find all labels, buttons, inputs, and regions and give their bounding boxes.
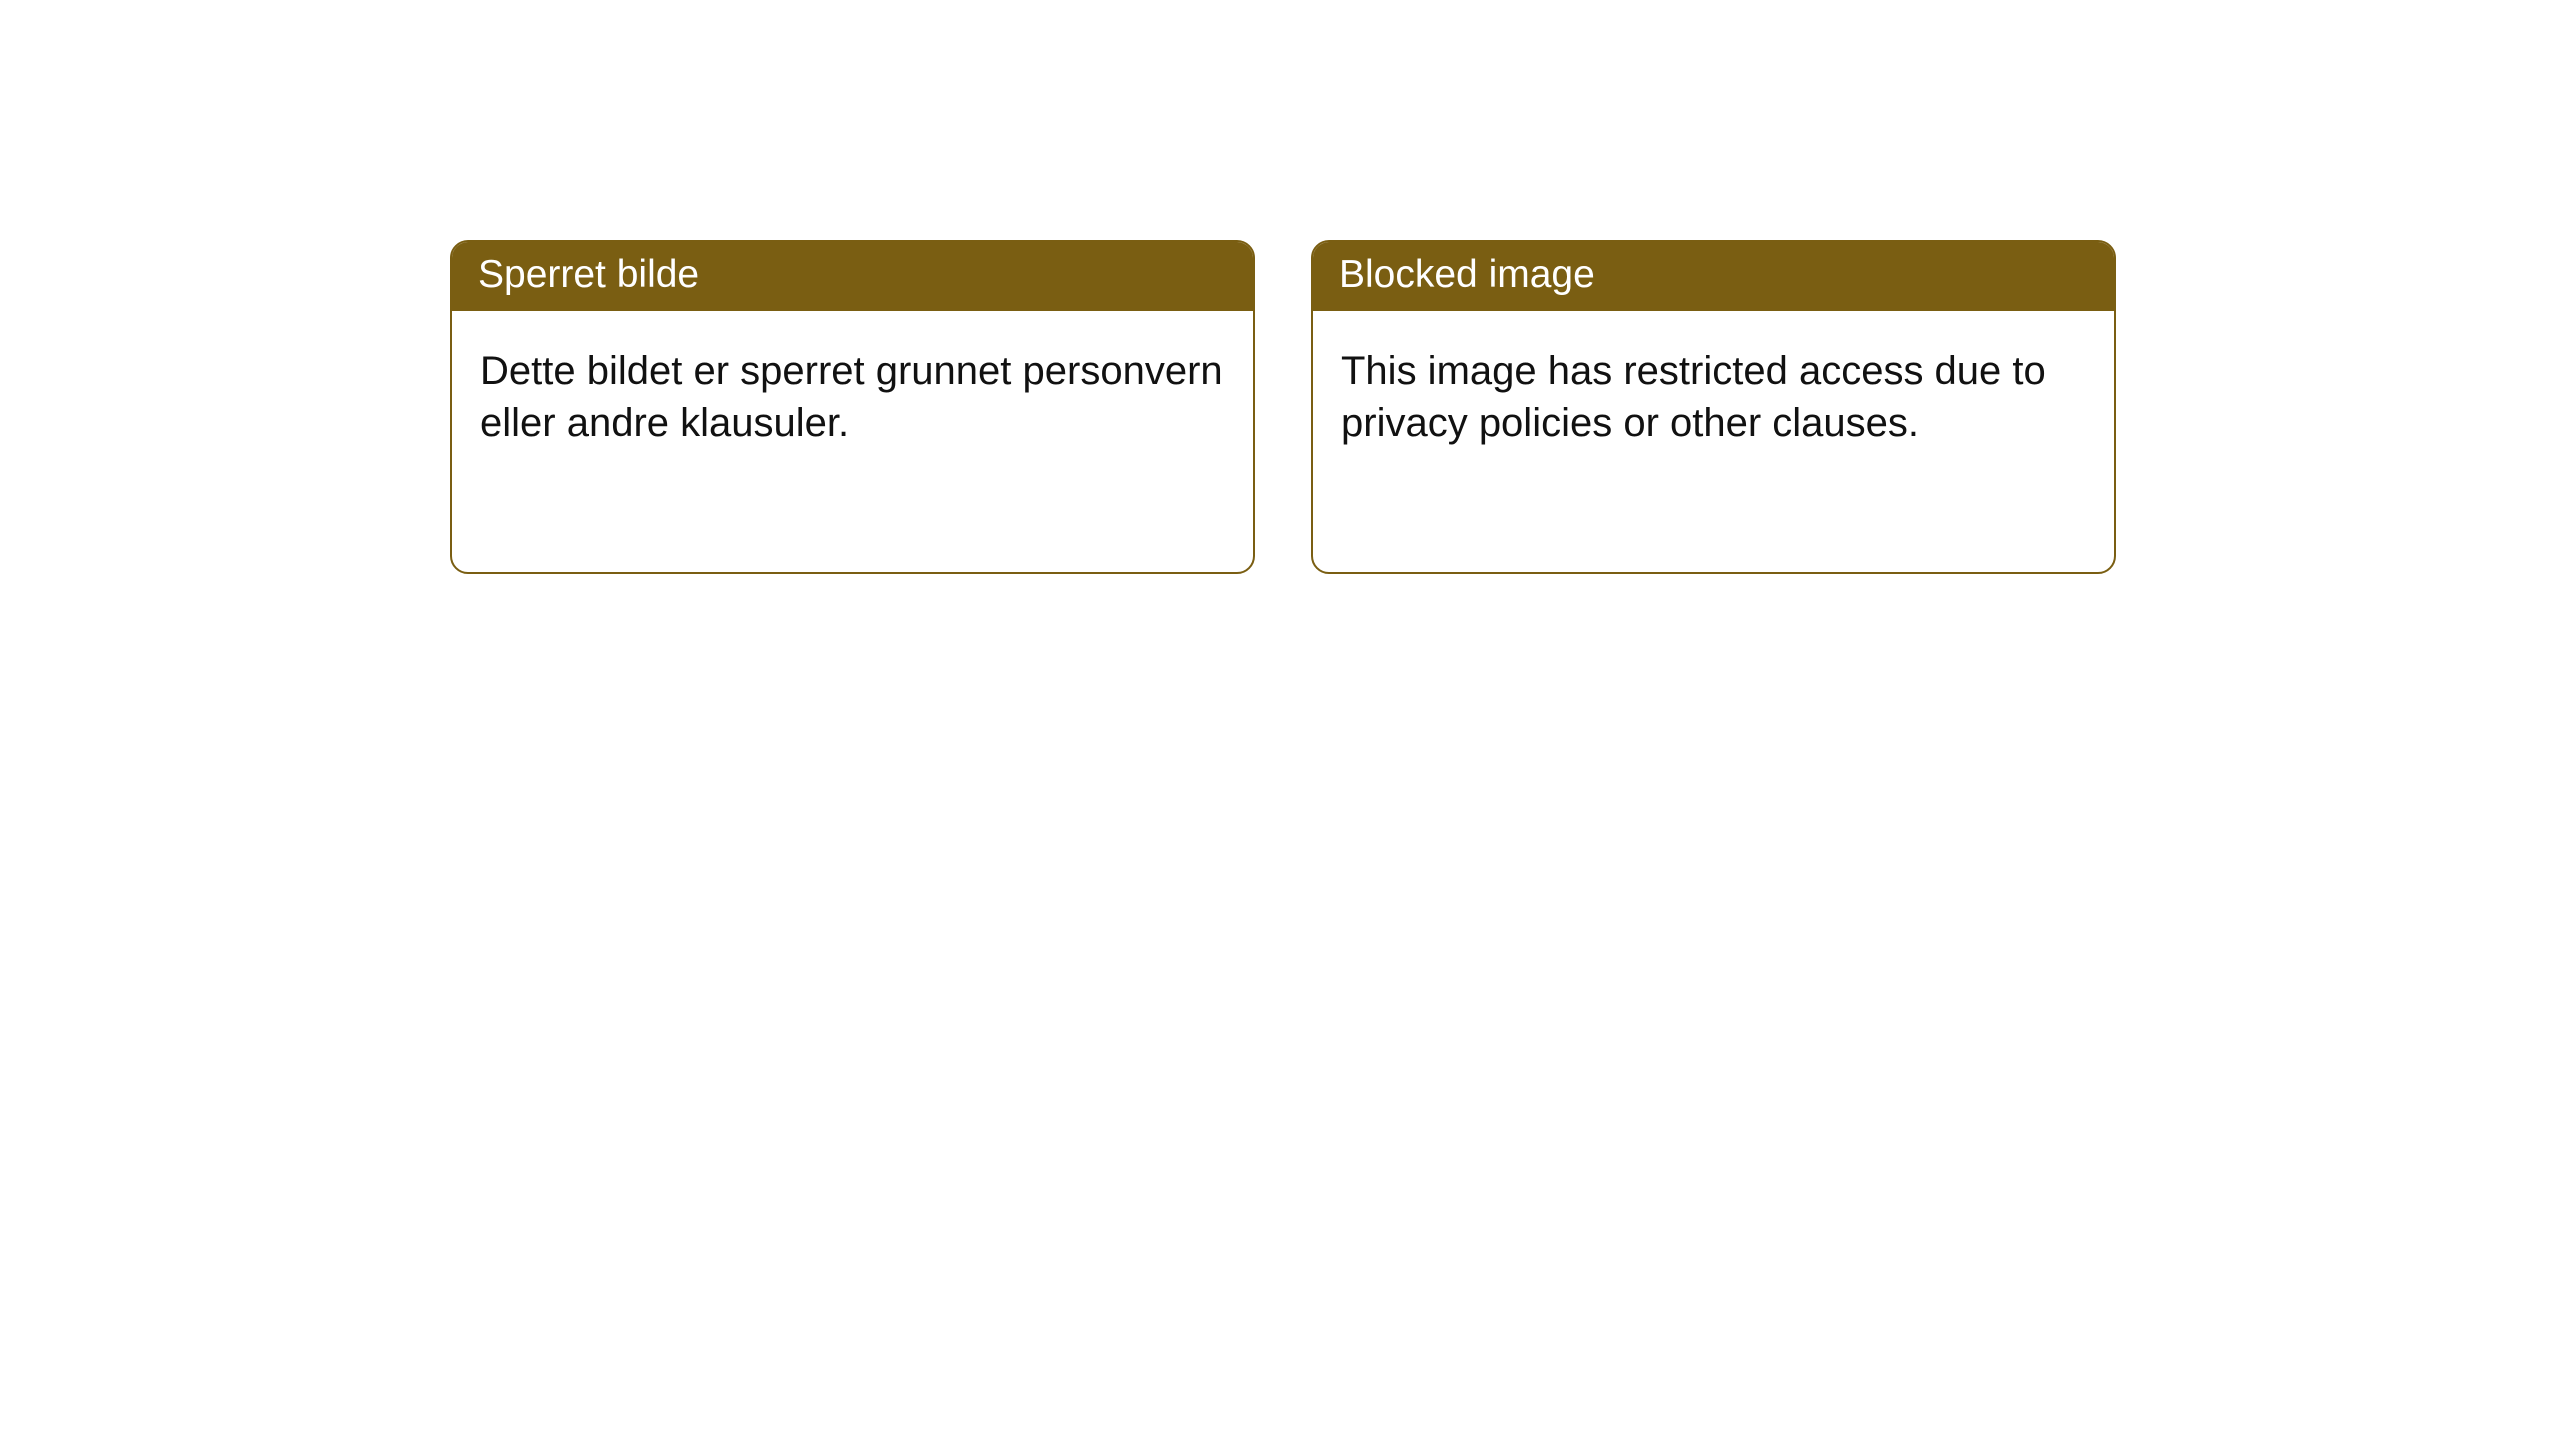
cards-container: Sperret bilde Dette bildet er sperret gr… — [0, 0, 2560, 574]
card-title-en: Blocked image — [1339, 253, 1595, 296]
blocked-image-card-en: Blocked image This image has restricted … — [1311, 240, 2116, 574]
card-message-no: Dette bildet er sperret grunnet personve… — [480, 349, 1223, 445]
blocked-image-card-no: Sperret bilde Dette bildet er sperret gr… — [450, 240, 1255, 574]
card-header-no: Sperret bilde — [452, 242, 1253, 311]
card-body-en: This image has restricted access due to … — [1313, 311, 2114, 483]
card-title-no: Sperret bilde — [478, 253, 699, 296]
card-message-en: This image has restricted access due to … — [1341, 349, 2046, 445]
card-body-no: Dette bildet er sperret grunnet personve… — [452, 311, 1253, 483]
card-header-en: Blocked image — [1313, 242, 2114, 311]
